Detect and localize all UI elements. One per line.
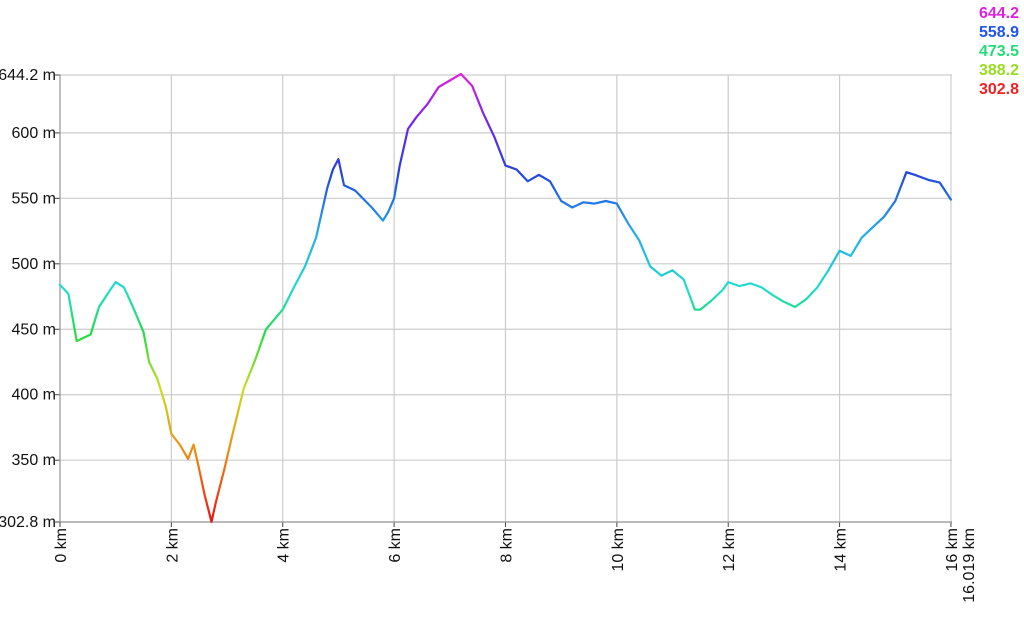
y-tick-label: 550 m [12, 190, 56, 207]
y-tick-label: 600 m [12, 125, 56, 142]
x-tick-label: 4 km [276, 528, 293, 563]
elevation-line [58, 72, 953, 523]
x-tick-label: 12 km [721, 528, 738, 572]
y-axis-labels: 302.8 m 350 m 400 m 450 m 500 m 550 m 600 m 644… [0, 67, 56, 531]
legend-value: 644.2 [979, 5, 1019, 22]
y-tick-label: 644.2 m [0, 67, 56, 84]
y-tick-label: 400 m [12, 387, 56, 404]
grid-lines [59, 74, 952, 523]
x-tick-label: 14 km [833, 528, 850, 572]
x-tick-label: 0 km [53, 528, 70, 563]
legend-value: 302.8 [979, 81, 1019, 98]
y-tick-label: 500 m [12, 256, 56, 273]
y-tick-label: 450 m [12, 321, 56, 338]
y-tick-label: 350 m [12, 452, 56, 469]
series-layer [58, 72, 953, 523]
legend-value: 558.9 [979, 24, 1019, 41]
x-tick-label: 6 km [387, 528, 404, 563]
legend-value: 473.5 [979, 43, 1019, 60]
x-end-label: 16.019 km [961, 528, 978, 603]
x-tick-label: 10 km [610, 528, 627, 572]
axes [55, 74, 952, 527]
legend-value: 388.2 [979, 62, 1019, 79]
elevation-color-legend: 644.2 558.9 473.5 388.2 302.8 [979, 5, 1019, 98]
x-tick-label: 2 km [164, 528, 181, 563]
x-tick-label: 8 km [498, 528, 515, 563]
y-tick-label: 302.8 m [0, 514, 56, 531]
x-axis-labels: 0 km 2 km 4 km 6 km 8 km 10 km 12 km 14 km 16 km… [53, 528, 978, 603]
x-tick-label: 16 km [944, 528, 961, 572]
